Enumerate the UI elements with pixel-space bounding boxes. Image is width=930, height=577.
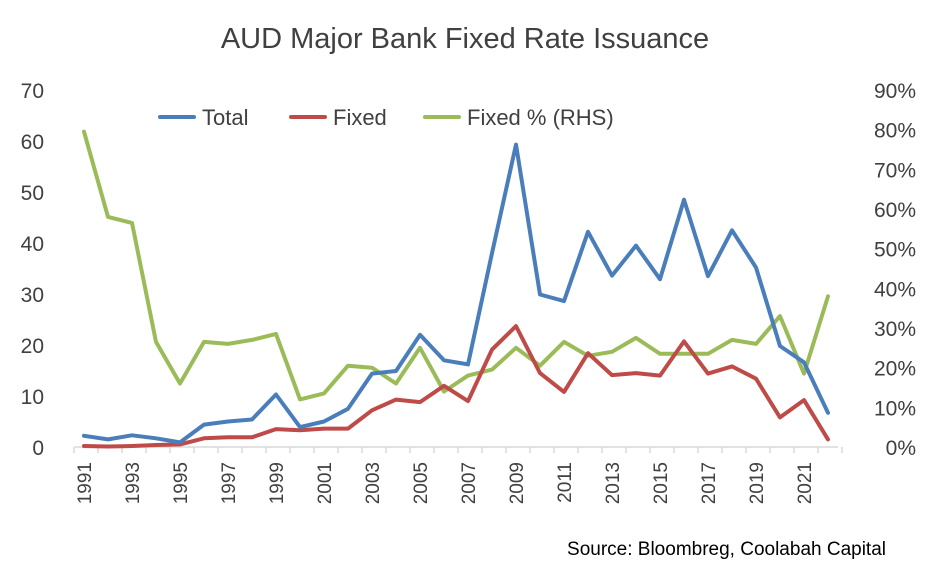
y-right-tick-label: 50% bbox=[874, 239, 916, 262]
series-line-fixed bbox=[82, 324, 830, 449]
x-tick-label: 2007 bbox=[459, 462, 480, 504]
x-tick-label: 2017 bbox=[699, 462, 720, 504]
y-right-tick-label: 80% bbox=[874, 120, 916, 143]
axes: 0 10 20 30 40 50 60 70 0% 10% 20% 30% 40% 50% 60% 70% 80… bbox=[21, 80, 916, 504]
y-right-tick-label: 10% bbox=[874, 397, 916, 420]
x-tick-label: 2005 bbox=[411, 462, 432, 504]
y-right-tick-label: 30% bbox=[874, 318, 916, 341]
y-left-tick-label: 10 bbox=[21, 386, 44, 409]
y-right-tick-label: 40% bbox=[874, 278, 916, 301]
x-tick-label: 2015 bbox=[651, 462, 672, 504]
x-tick-label: 1997 bbox=[219, 462, 240, 504]
legend: Total Fixed Fixed % (RHS) bbox=[158, 105, 614, 130]
series-line-total bbox=[82, 142, 830, 445]
x-tick-label: 2013 bbox=[603, 462, 624, 504]
x-tick-label: 1995 bbox=[171, 462, 192, 504]
y-left-tick-label: 60 bbox=[21, 131, 44, 154]
x-tick-label: 2019 bbox=[747, 462, 768, 504]
y-right-tick-label: 70% bbox=[874, 159, 916, 182]
legend-label: Fixed % (RHS) bbox=[467, 105, 614, 130]
y-left-tick-label: 70 bbox=[21, 80, 44, 103]
y-left-tick-label: 30 bbox=[21, 284, 44, 307]
y-left-tick-label: 50 bbox=[21, 182, 44, 205]
x-tick-label: 2021 bbox=[795, 462, 816, 504]
x-tick-label: 2003 bbox=[363, 462, 384, 504]
x-tick-label: 1999 bbox=[267, 462, 288, 504]
source-note: Source: Bloombreg, Coolabah Capital bbox=[567, 539, 886, 560]
y-right-tick-label: 60% bbox=[874, 199, 916, 222]
y-left-tick-label: 40 bbox=[21, 233, 44, 256]
x-tick-label: 1993 bbox=[123, 462, 144, 504]
y-left-tick-label: 0 bbox=[32, 437, 44, 460]
legend-label: Total bbox=[202, 105, 248, 130]
x-tick-label: 2009 bbox=[507, 462, 528, 504]
y-right-tick-label: 20% bbox=[874, 358, 916, 381]
x-tick-label: 2001 bbox=[315, 462, 336, 504]
y-right-tick-label: 0% bbox=[886, 437, 916, 460]
series-line-fixed-rhs bbox=[82, 129, 830, 402]
x-tick-label: 1991 bbox=[75, 462, 96, 504]
y-left-tick-label: 20 bbox=[21, 335, 44, 358]
x-tick-label: 2011 bbox=[555, 462, 576, 503]
chart-title: AUD Major Bank Fixed Rate Issuance bbox=[221, 23, 709, 55]
y-right-tick-label: 90% bbox=[874, 80, 916, 103]
legend-label: Fixed bbox=[333, 105, 387, 130]
series-lines bbox=[82, 129, 830, 449]
